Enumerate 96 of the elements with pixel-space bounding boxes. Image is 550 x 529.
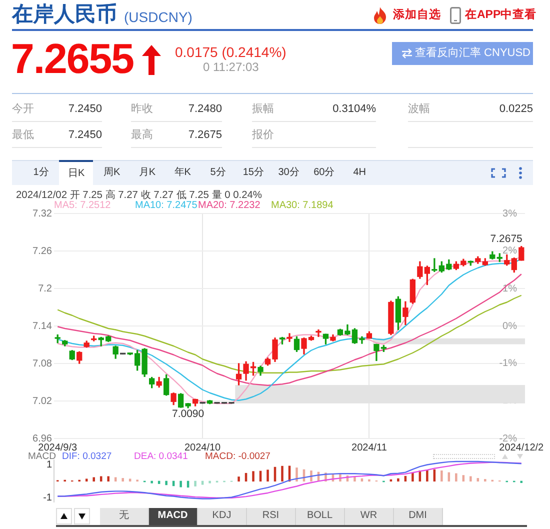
bar: [470, 476, 472, 482]
text: 在APP中查看: [465, 8, 537, 22]
tab: 无: [100, 508, 148, 524]
y-tick-label: 7.26: [32, 246, 52, 257]
bar: [354, 476, 356, 482]
bar: [266, 470, 269, 482]
annotation: 7.2675: [490, 232, 523, 245]
text: 月K: [138, 167, 156, 178]
bar: [238, 476, 240, 482]
y2-tick-label: 2%: [502, 246, 518, 257]
bar: [462, 475, 465, 482]
bar: [100, 476, 102, 482]
y-tick-label: 7.02: [32, 396, 52, 407]
bar: [122, 478, 124, 482]
y2-tick-label: -2%: [499, 433, 518, 444]
y2-tick-label: 1%: [502, 283, 518, 294]
y-tick-label: 7.08: [32, 358, 52, 370]
bar: [194, 480, 196, 486]
text: 7.2450: [68, 128, 102, 142]
bar: [252, 471, 254, 482]
text: 添加自选: [393, 8, 441, 22]
x-tick-label: 2024/12/2: [499, 442, 544, 454]
text: (USDCNY): [124, 8, 192, 26]
y2-tick-label: 3%: [502, 208, 518, 220]
bar: [476, 478, 480, 482]
text: DEA: 0.0341: [134, 450, 188, 462]
candlestick: [316, 329, 322, 337]
text: 7.2655: [11, 35, 134, 82]
text: MA20: 7.2232: [198, 200, 260, 212]
y-tick-label: -1: [43, 492, 52, 504]
text: 周K: [103, 167, 120, 178]
text: 最高: [131, 128, 153, 142]
bar: [426, 470, 428, 482]
text: 4H: [353, 167, 366, 178]
bar: [440, 470, 443, 482]
y-tick-label: 7.14: [32, 320, 52, 332]
text: 今开: [12, 102, 34, 116]
bar: [281, 466, 284, 482]
tab: DMI: [394, 508, 442, 524]
tab: RSI: [247, 508, 296, 524]
button: 查看反向汇率 CNYUSD: [392, 42, 533, 65]
text: MA30: 7.1894: [271, 200, 334, 212]
text: 最低: [12, 128, 34, 142]
bar: [412, 472, 414, 482]
text: 报价: [252, 128, 274, 142]
y-tick-label: 1: [46, 460, 52, 471]
text: 振幅: [252, 102, 274, 116]
bar: [455, 473, 458, 482]
y2-tick-label: 0%: [502, 320, 518, 332]
text: 2024/12/02 开 7.25 高 7.27 收 7.27 低 7.25 量 0 0.24%: [16, 190, 262, 201]
y-tick-label: 7.32: [32, 208, 52, 220]
text: 1分: [33, 167, 49, 178]
tab: KDJ: [198, 508, 246, 524]
y2-tick-label: -1%: [499, 358, 518, 370]
text: 0.3104%: [332, 102, 376, 116]
text: 7.2675: [188, 128, 222, 142]
x-tick-label: 2024/10: [184, 442, 222, 454]
bar: [296, 468, 298, 482]
chart-title: MACD: [28, 450, 56, 462]
tab: WR: [345, 508, 394, 524]
y-tick-label: 6.96: [32, 433, 52, 444]
bar: [208, 480, 211, 484]
bar: [92, 477, 95, 482]
text: 0 11:27:03: [203, 60, 259, 74]
text: 年K: [174, 167, 191, 178]
text: 0.0225: [499, 102, 533, 116]
y-tick-label: 7.2: [38, 283, 52, 294]
text: 0.0175 (0.2414%): [175, 44, 286, 60]
text: MA5: 7.2512: [54, 200, 111, 212]
text: 5分: [210, 167, 226, 178]
x-tick-label: 2024/9/3: [38, 442, 78, 454]
text: 昨收: [131, 102, 153, 116]
text: 30分: [278, 167, 300, 178]
bar: [107, 476, 110, 482]
x-tick-label: 2024/11: [352, 442, 388, 454]
bar: [114, 477, 117, 482]
annotation: 7.0090: [172, 408, 204, 420]
text: 7.2450: [68, 102, 102, 116]
series-label: MACD: -0.0027: [205, 450, 270, 462]
text: 7.2480: [188, 102, 222, 116]
bar: [180, 480, 182, 488]
tab: MACD: [149, 508, 198, 524]
text: 在岸人民币: [12, 3, 117, 27]
candlestick: [286, 333, 292, 342]
text: 60分: [314, 167, 335, 178]
bar: [128, 478, 132, 482]
text: 15分: [242, 167, 264, 178]
tab: BOLL: [296, 508, 344, 524]
tab: 日K: [59, 160, 94, 185]
text: 波幅: [408, 102, 430, 116]
bar: [150, 480, 153, 484]
bar: [85, 478, 88, 482]
bar: [165, 480, 168, 486]
text: MA10: 7.2475: [135, 200, 198, 212]
text: DIF: 0.0327: [62, 450, 112, 462]
bar: [397, 478, 400, 482]
